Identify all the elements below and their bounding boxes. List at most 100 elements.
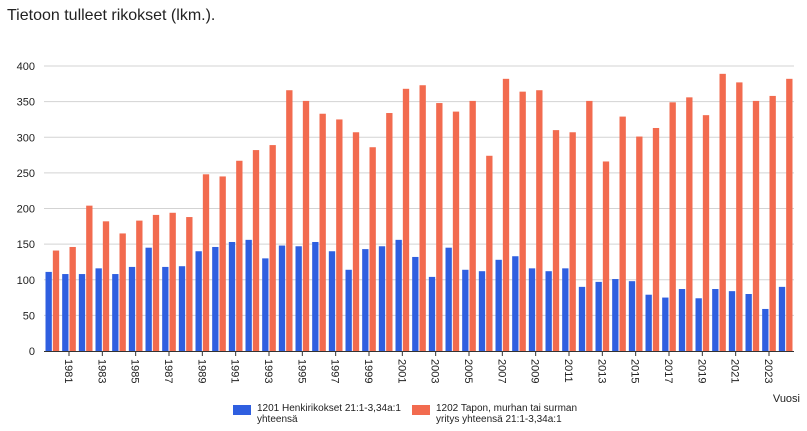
bar-tapon-yritys-1980[interactable]: [52, 250, 60, 351]
bar-tapon-yritys-1998[interactable]: [352, 132, 360, 351]
bar-tapon-yritys-2004[interactable]: [452, 111, 460, 351]
bar-henkirikokset-2014[interactable]: [612, 279, 619, 351]
bar-henkirikokset-1980[interactable]: [45, 271, 52, 351]
bar-tapon-yritys-2010[interactable]: [552, 130, 560, 351]
bar-henkirikokset-2011[interactable]: [562, 268, 569, 351]
bar-henkirikokset-2023[interactable]: [762, 308, 769, 351]
bar-henkirikokset-1988[interactable]: [178, 266, 186, 351]
bar-tapon-yritys-2008[interactable]: [519, 91, 526, 352]
bar-henkirikokset-2001[interactable]: [395, 239, 402, 351]
bar-henkirikokset-1981[interactable]: [62, 274, 69, 351]
bar-tapon-yritys-2007[interactable]: [502, 78, 510, 351]
bar-henkirikokset-2021[interactable]: [728, 291, 736, 351]
bar-henkirikokset-2010[interactable]: [545, 271, 552, 351]
bar-henkirikokset-2018[interactable]: [678, 289, 686, 351]
bar-henkirikokset-1982[interactable]: [78, 274, 86, 351]
bar-tapon-yritys-2003[interactable]: [436, 103, 443, 351]
bar-tapon-yritys-1981[interactable]: [69, 246, 76, 351]
x-tick-label: 1983: [95, 359, 107, 383]
bar-henkirikokset-2004[interactable]: [445, 247, 452, 351]
bar-tapon-yritys-1997[interactable]: [336, 119, 343, 351]
bar-henkirikokset-1993[interactable]: [262, 258, 269, 351]
bar-henkirikokset-1986[interactable]: [145, 247, 152, 351]
bar-tapon-yritys-2001[interactable]: [402, 88, 410, 352]
bar-tapon-yritys-1986[interactable]: [152, 214, 160, 351]
x-tick-label: 1997: [329, 359, 341, 383]
bar-tapon-yritys-2013[interactable]: [602, 161, 610, 351]
bar-tapon-yritys-1992[interactable]: [252, 150, 260, 351]
bar-tapon-yritys-2015[interactable]: [636, 136, 643, 351]
bar-henkirikokset-2024[interactable]: [778, 286, 786, 351]
bar-tapon-yritys-2021[interactable]: [736, 82, 743, 351]
bar-tapon-yritys-2009[interactable]: [536, 90, 543, 351]
bar-henkirikokset-2012[interactable]: [578, 286, 586, 351]
bar-henkirikokset-2017[interactable]: [662, 297, 669, 351]
bar-henkirikokset-2002[interactable]: [412, 256, 419, 351]
bar-tapon-yritys-2018[interactable]: [686, 97, 693, 351]
bar-henkirikokset-1997[interactable]: [328, 251, 336, 351]
bar-henkirikokset-2019[interactable]: [695, 298, 702, 351]
bar-henkirikokset-1983[interactable]: [95, 268, 102, 351]
bar-tapon-yritys-2000[interactable]: [386, 113, 393, 352]
bar-henkirikokset-1989[interactable]: [195, 251, 202, 351]
legend-swatch-blue: [233, 405, 251, 415]
bar-tapon-yritys-1990[interactable]: [219, 176, 226, 351]
bar-henkirikokset-2009[interactable]: [528, 268, 536, 351]
bar-tapon-yritys-1989[interactable]: [202, 174, 210, 351]
bar-henkirikokset-2003[interactable]: [428, 276, 436, 351]
bar-tapon-yritys-2020[interactable]: [719, 73, 726, 352]
legend-item-series-1[interactable]: 1201 Henkirikokset 21:1-3,34a:1 yhteensä: [233, 403, 407, 425]
bar-henkirikokset-1991[interactable]: [228, 241, 236, 351]
bar-tapon-yritys-2014[interactable]: [619, 116, 626, 352]
bar-henkirikokset-2007[interactable]: [495, 259, 502, 351]
bar-henkirikokset-1990[interactable]: [212, 246, 219, 351]
bar-tapon-yritys-2022[interactable]: [752, 100, 760, 351]
bar-tapon-yritys-2006[interactable]: [486, 155, 493, 351]
bar-tapon-yritys-2011[interactable]: [569, 132, 576, 351]
x-tick-label: 2007: [495, 359, 507, 383]
y-tick-label: 300: [17, 132, 35, 144]
bar-tapon-yritys-2005[interactable]: [469, 100, 476, 351]
bar-henkirikokset-2016[interactable]: [645, 294, 652, 351]
bar-tapon-yritys-1993[interactable]: [269, 145, 276, 351]
bar-tapon-yritys-1995[interactable]: [302, 100, 310, 351]
bar-tapon-yritys-2012[interactable]: [586, 100, 593, 351]
bar-tapon-yritys-1985[interactable]: [136, 220, 143, 351]
bar-tapon-yritys-2017[interactable]: [669, 102, 676, 352]
bar-henkirikokset-1998[interactable]: [345, 269, 352, 351]
bar-henkirikokset-2013[interactable]: [595, 281, 602, 351]
bar-tapon-yritys-1999[interactable]: [369, 147, 376, 351]
bar-henkirikokset-2008[interactable]: [512, 256, 519, 351]
bar-henkirikokset-1984[interactable]: [112, 274, 119, 351]
bar-henkirikokset-2022[interactable]: [745, 294, 752, 351]
bar-henkirikokset-1992[interactable]: [245, 239, 252, 351]
bar-tapon-yritys-1982[interactable]: [86, 205, 93, 351]
bar-tapon-yritys-2016[interactable]: [652, 127, 660, 351]
bar-henkirikokset-2006[interactable]: [478, 271, 486, 351]
bar-tapon-yritys-2002[interactable]: [419, 85, 426, 352]
x-tick-label: 2013: [595, 359, 607, 383]
x-tick-label: 1985: [129, 359, 141, 383]
bar-henkirikokset-1995[interactable]: [295, 246, 302, 351]
bar-henkirikokset-1985[interactable]: [128, 266, 136, 351]
bar-tapon-yritys-1996[interactable]: [319, 113, 326, 351]
bar-henkirikokset-1994[interactable]: [278, 245, 286, 351]
bar-tapon-yritys-2024[interactable]: [786, 78, 793, 351]
bar-henkirikokset-2015[interactable]: [628, 281, 636, 351]
legend-item-series-2[interactable]: 1202 Tapon, murhan tai surman yritys yht…: [412, 403, 601, 425]
bar-tapon-yritys-1988[interactable]: [186, 217, 193, 351]
bar-tapon-yritys-2019[interactable]: [702, 115, 710, 351]
bar-henkirikokset-2020[interactable]: [712, 289, 719, 351]
bar-tapon-yritys-1984[interactable]: [119, 233, 126, 351]
bar-tapon-yritys-1991[interactable]: [236, 160, 243, 351]
bar-tapon-yritys-1983[interactable]: [102, 221, 110, 351]
bar-tapon-yritys-1987[interactable]: [169, 212, 176, 351]
bar-henkirikokset-1999[interactable]: [362, 249, 369, 351]
bar-henkirikokset-2000[interactable]: [378, 246, 386, 351]
bar-tapon-yritys-1994[interactable]: [286, 90, 293, 351]
bar-henkirikokset-1987[interactable]: [162, 266, 169, 351]
chart-title: Tietoon tulleet rikokset (lkm.).: [7, 7, 216, 24]
bar-henkirikokset-2005[interactable]: [462, 269, 469, 351]
bar-henkirikokset-1996[interactable]: [312, 241, 319, 351]
bar-tapon-yritys-2023[interactable]: [769, 95, 776, 351]
